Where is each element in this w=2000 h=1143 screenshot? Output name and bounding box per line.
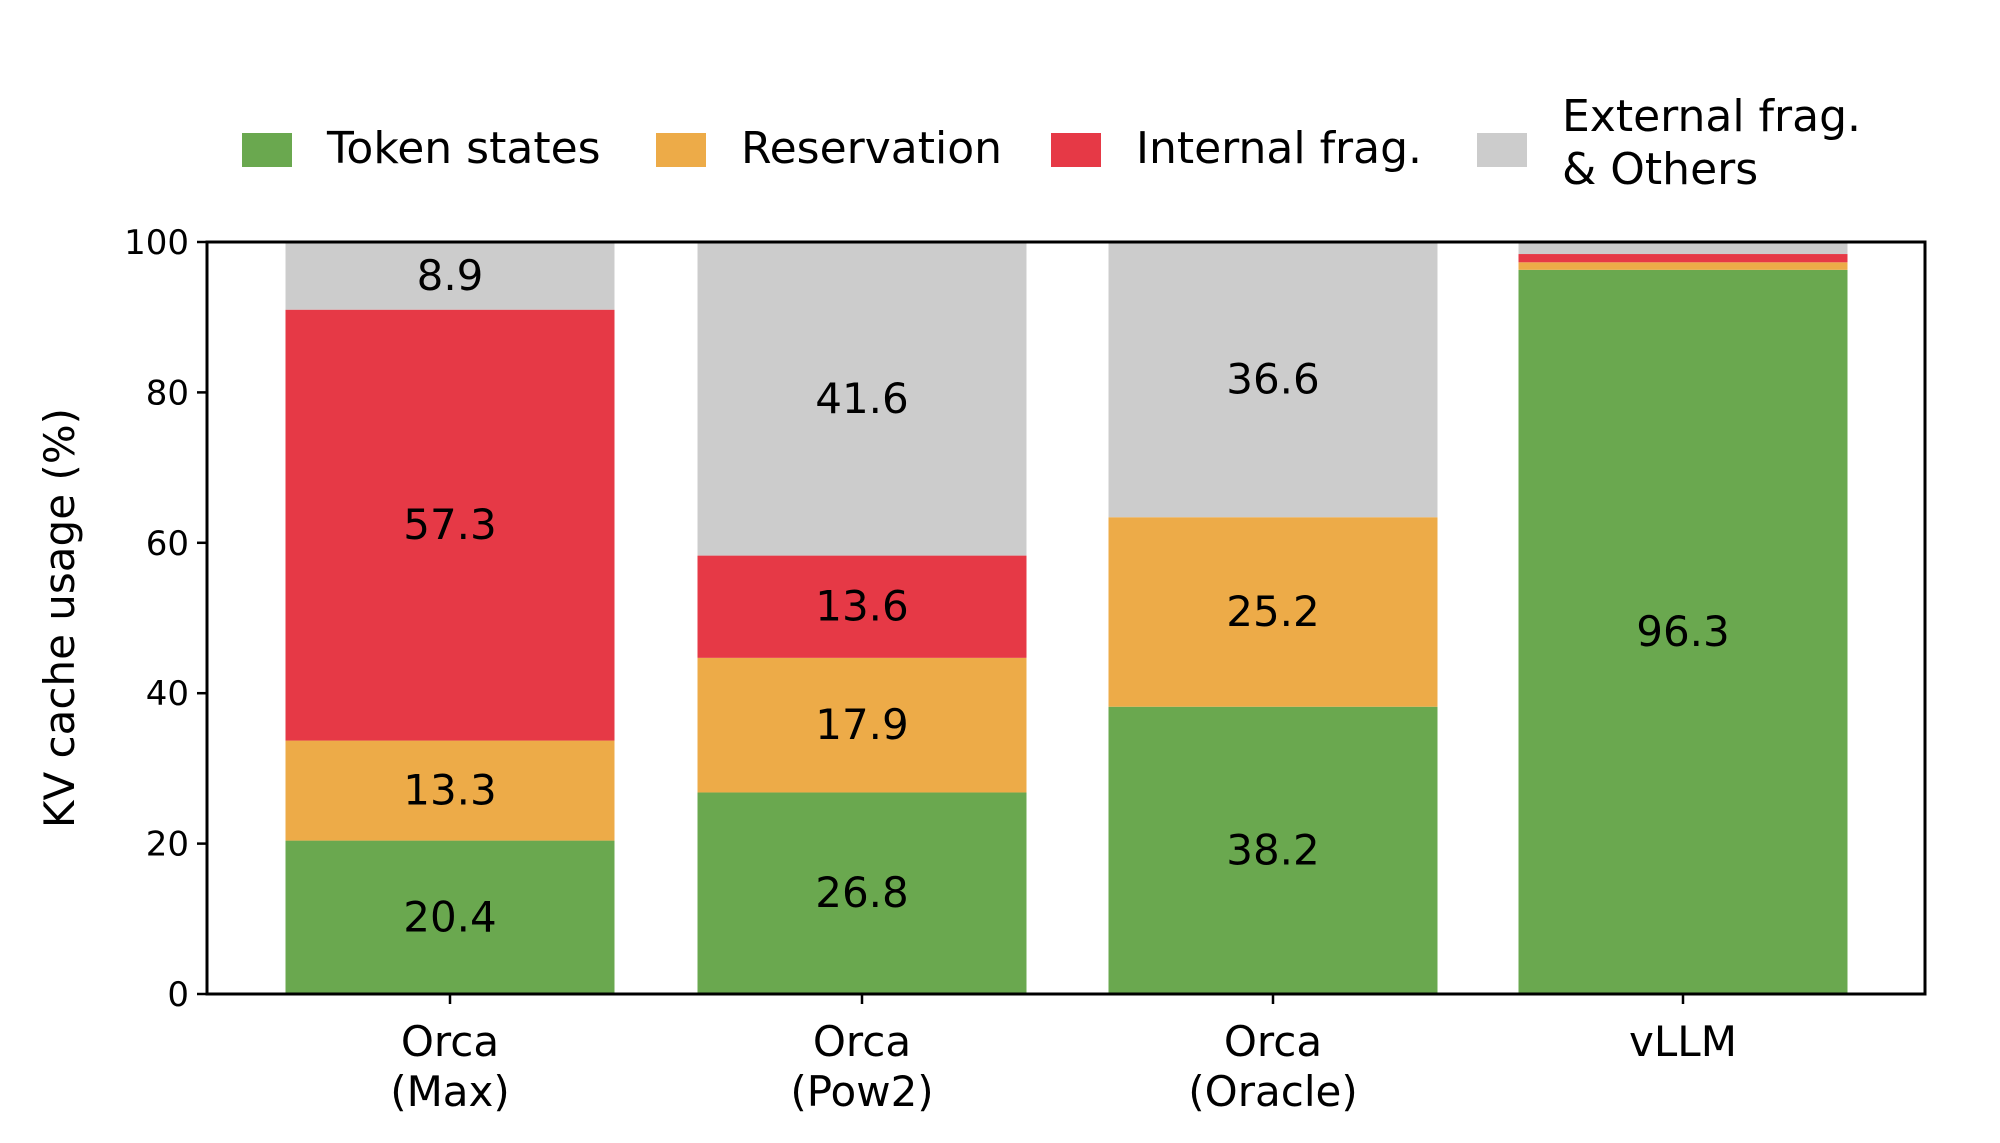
legend-label: External frag. <box>1562 91 1861 142</box>
legend-label: Internal frag. <box>1136 123 1422 174</box>
legend-swatch <box>656 133 706 167</box>
bar-segment <box>1108 517 1438 707</box>
x-tick-label: (Max) <box>390 1067 510 1116</box>
bar-segment <box>697 555 1027 658</box>
y-tick-label: 80 <box>146 373 189 413</box>
bar-segment <box>1518 269 1848 995</box>
y-axis-label: KV cache usage (%) <box>35 408 84 828</box>
bar-segment <box>285 840 615 994</box>
x-tick-label: (Oracle) <box>1188 1067 1357 1116</box>
data-label: 25.2 <box>1226 587 1320 636</box>
data-label: 8.9 <box>417 251 484 300</box>
bar-segment <box>285 242 615 310</box>
x-tick-label: Orca <box>813 1017 911 1066</box>
bar-segment <box>1518 242 1848 255</box>
legend-swatch <box>1477 133 1527 167</box>
data-label: 36.6 <box>1226 355 1320 404</box>
bar-segment <box>697 792 1027 994</box>
y-tick-label: 0 <box>167 975 189 1015</box>
x-tick-label: Orca <box>401 1017 499 1066</box>
bar-segment <box>1518 262 1848 270</box>
data-label: 96.3 <box>1636 607 1730 656</box>
bar-segment <box>697 657 1027 793</box>
bar-segment <box>285 309 615 741</box>
data-label: 26.8 <box>815 868 909 917</box>
legend-label: Reservation <box>741 123 1002 174</box>
data-label: 17.9 <box>815 700 909 749</box>
data-label: 41.6 <box>815 374 909 423</box>
legend-label: Token states <box>326 123 601 174</box>
x-tick-label: Orca <box>1224 1017 1322 1066</box>
legend-swatch <box>242 133 292 167</box>
data-label: 13.3 <box>403 766 497 815</box>
data-label: 13.6 <box>815 582 909 631</box>
y-tick-label: 20 <box>146 825 189 865</box>
legend-swatch <box>1051 133 1101 167</box>
data-label: 38.2 <box>1226 825 1320 874</box>
x-tick-label: vLLM <box>1629 1017 1737 1066</box>
y-tick-label: 40 <box>146 674 189 714</box>
legend: Token states Reservation Internal frag. Ext… <box>242 91 1861 195</box>
bar-segment <box>1108 706 1438 994</box>
bar-segment <box>1518 254 1848 263</box>
y-tick-label: 100 <box>124 223 189 263</box>
bar-segment <box>697 242 1027 556</box>
plot-frame <box>205 240 1927 996</box>
x-tick-label: (Pow2) <box>790 1067 933 1116</box>
y-tick-label: 60 <box>146 524 189 564</box>
legend-label: & Others <box>1562 144 1758 195</box>
data-label: 57.3 <box>403 500 497 549</box>
data-label: 20.4 <box>403 892 497 941</box>
bar-segment <box>285 740 615 841</box>
bar-segment <box>1108 242 1438 518</box>
